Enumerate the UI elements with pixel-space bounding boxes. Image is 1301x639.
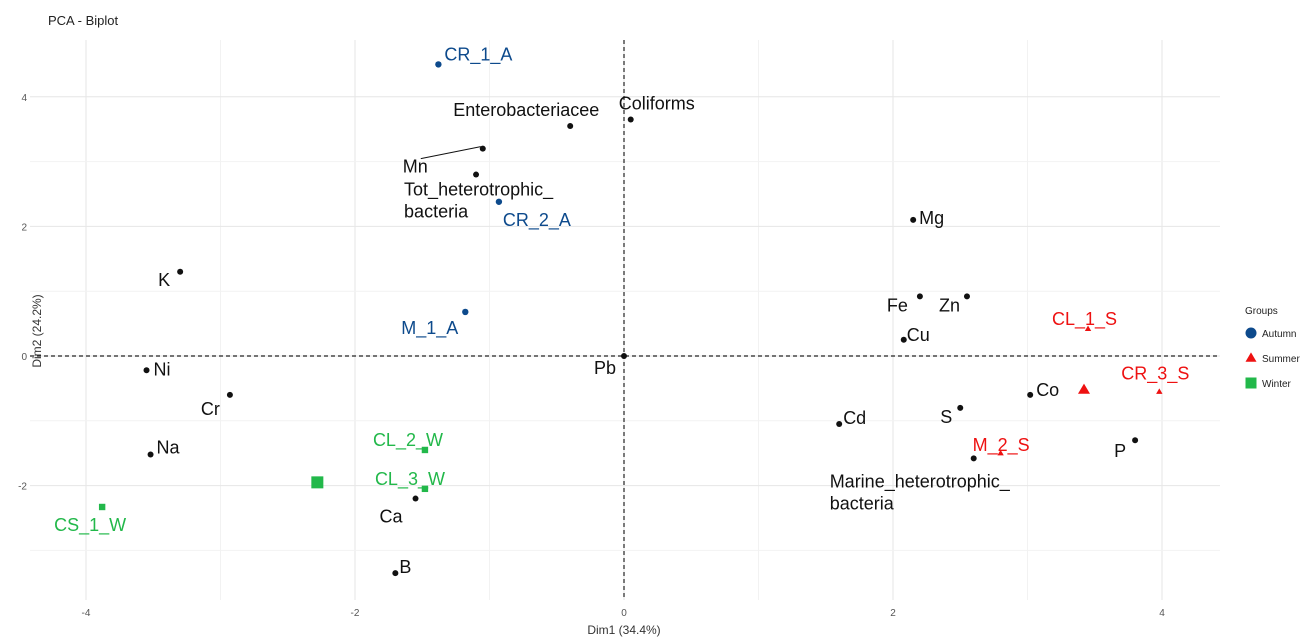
observation-label: CL_2_W bbox=[373, 430, 443, 451]
variable-point bbox=[957, 404, 964, 411]
variable-point bbox=[392, 570, 399, 577]
variable-point bbox=[226, 391, 233, 398]
variable-point bbox=[567, 122, 574, 129]
observation-point bbox=[98, 503, 106, 511]
observation-label: M_1_A bbox=[401, 318, 458, 339]
x-tick-label: -2 bbox=[351, 608, 360, 619]
observation-label: CR_2_A bbox=[503, 210, 571, 231]
variable-point bbox=[147, 451, 154, 458]
chart-title: PCA - Biplot bbox=[48, 13, 118, 28]
variable-point bbox=[473, 171, 480, 178]
y-axis-title: Dim2 (24.2%) bbox=[30, 294, 44, 367]
group-centroid bbox=[311, 476, 324, 489]
observation-label: CL_1_S bbox=[1052, 309, 1117, 330]
legend-label-winter: Winter bbox=[1262, 379, 1292, 390]
variable-label: Tot_heterotrophic_ bacteria bbox=[404, 180, 554, 222]
observation-point bbox=[495, 198, 503, 205]
data-points bbox=[98, 61, 1163, 577]
variable-label-line: bacteria bbox=[404, 202, 469, 222]
y-tick-label: 4 bbox=[21, 93, 27, 104]
y-tick-label: 0 bbox=[21, 352, 27, 363]
variable-point bbox=[910, 216, 917, 223]
observation-point bbox=[462, 308, 469, 316]
variable-label: Coliforms bbox=[619, 93, 695, 113]
variable-label: Co bbox=[1036, 380, 1059, 400]
variable-label: Cr bbox=[201, 399, 220, 419]
legend-label-summer: Summer bbox=[1262, 354, 1300, 365]
variable-label: Pb bbox=[594, 358, 616, 378]
reference-lines bbox=[30, 40, 1220, 600]
variable-label: P bbox=[1114, 441, 1126, 461]
y-tick-label: 2 bbox=[21, 222, 27, 233]
x-tick-label: 0 bbox=[621, 608, 627, 619]
group-centroid bbox=[1077, 383, 1090, 394]
variable-point bbox=[963, 293, 970, 300]
variable-label: Enterobacteriacee bbox=[453, 100, 599, 120]
variable-label: Na bbox=[157, 437, 181, 457]
variable-point bbox=[143, 367, 150, 374]
observation-point bbox=[421, 485, 429, 493]
legend-marker-winter bbox=[1245, 377, 1257, 389]
variable-point bbox=[1132, 437, 1139, 444]
legend-marker-autumn bbox=[1245, 327, 1257, 339]
x-axis-title: Dim1 (34.4%) bbox=[587, 623, 660, 637]
variable-point bbox=[627, 116, 634, 123]
variable-label: Cu bbox=[907, 325, 930, 345]
legend-label-autumn: Autumn bbox=[1262, 329, 1296, 340]
variable-point bbox=[970, 455, 977, 462]
axis-ticks: -4 -2 0 2 4 -2 0 2 4 bbox=[18, 93, 1165, 619]
variable-point bbox=[479, 145, 486, 152]
x-tick-label: 2 bbox=[890, 608, 896, 619]
variable-label-line: Tot_heterotrophic_ bbox=[404, 180, 554, 201]
variable-label: Zn bbox=[939, 295, 960, 315]
observation-point bbox=[421, 446, 429, 454]
variable-label-line: Marine_heterotrophic_ bbox=[830, 471, 1011, 492]
legend-title: Groups bbox=[1245, 306, 1278, 317]
observation-label: CR_3_S bbox=[1121, 364, 1189, 385]
variable-label-line: bacteria bbox=[830, 493, 895, 513]
variable-label: Fe bbox=[887, 295, 908, 315]
observation-point bbox=[997, 449, 1004, 456]
y-tick-label: -2 bbox=[18, 482, 27, 493]
variable-point bbox=[177, 268, 184, 275]
variable-label: Mg bbox=[919, 208, 944, 228]
variable-label: Ca bbox=[380, 507, 404, 527]
legend: Groups Autumn Summer Winter bbox=[1245, 306, 1300, 390]
x-tick-label: -4 bbox=[82, 608, 91, 619]
variable-label: S bbox=[940, 407, 952, 427]
label-connectors bbox=[420, 146, 481, 160]
observation-label: CR_1_A bbox=[444, 44, 512, 65]
label-connector bbox=[420, 146, 481, 160]
variable-point bbox=[900, 336, 907, 343]
variable-label: B bbox=[399, 557, 411, 577]
variable-point bbox=[916, 293, 923, 300]
observation-point bbox=[1156, 388, 1163, 394]
variable-label: Cd bbox=[843, 408, 866, 428]
variable-point bbox=[412, 495, 419, 502]
variable-point bbox=[836, 421, 843, 428]
variable-label: Mn bbox=[403, 157, 428, 177]
variable-label: K bbox=[158, 270, 170, 290]
grid bbox=[30, 40, 1220, 600]
variable-label: Marine_heterotrophic_ bacteria bbox=[830, 471, 1011, 513]
x-tick-label: 4 bbox=[1159, 608, 1165, 619]
variable-label: Ni bbox=[154, 359, 171, 379]
observation-label: M_2_S bbox=[973, 435, 1030, 456]
variable-point bbox=[621, 353, 627, 359]
observation-label: CS_1_W bbox=[54, 515, 126, 536]
variable-point bbox=[1027, 391, 1034, 398]
data-labels: Coliforms Enterobacteriacee Mn Tot_heterotr… bbox=[54, 44, 1189, 577]
legend-marker-summer bbox=[1245, 352, 1257, 362]
observation-label: CL_3_W bbox=[375, 469, 445, 490]
observation-point bbox=[1084, 325, 1092, 331]
observation-point bbox=[435, 61, 442, 68]
